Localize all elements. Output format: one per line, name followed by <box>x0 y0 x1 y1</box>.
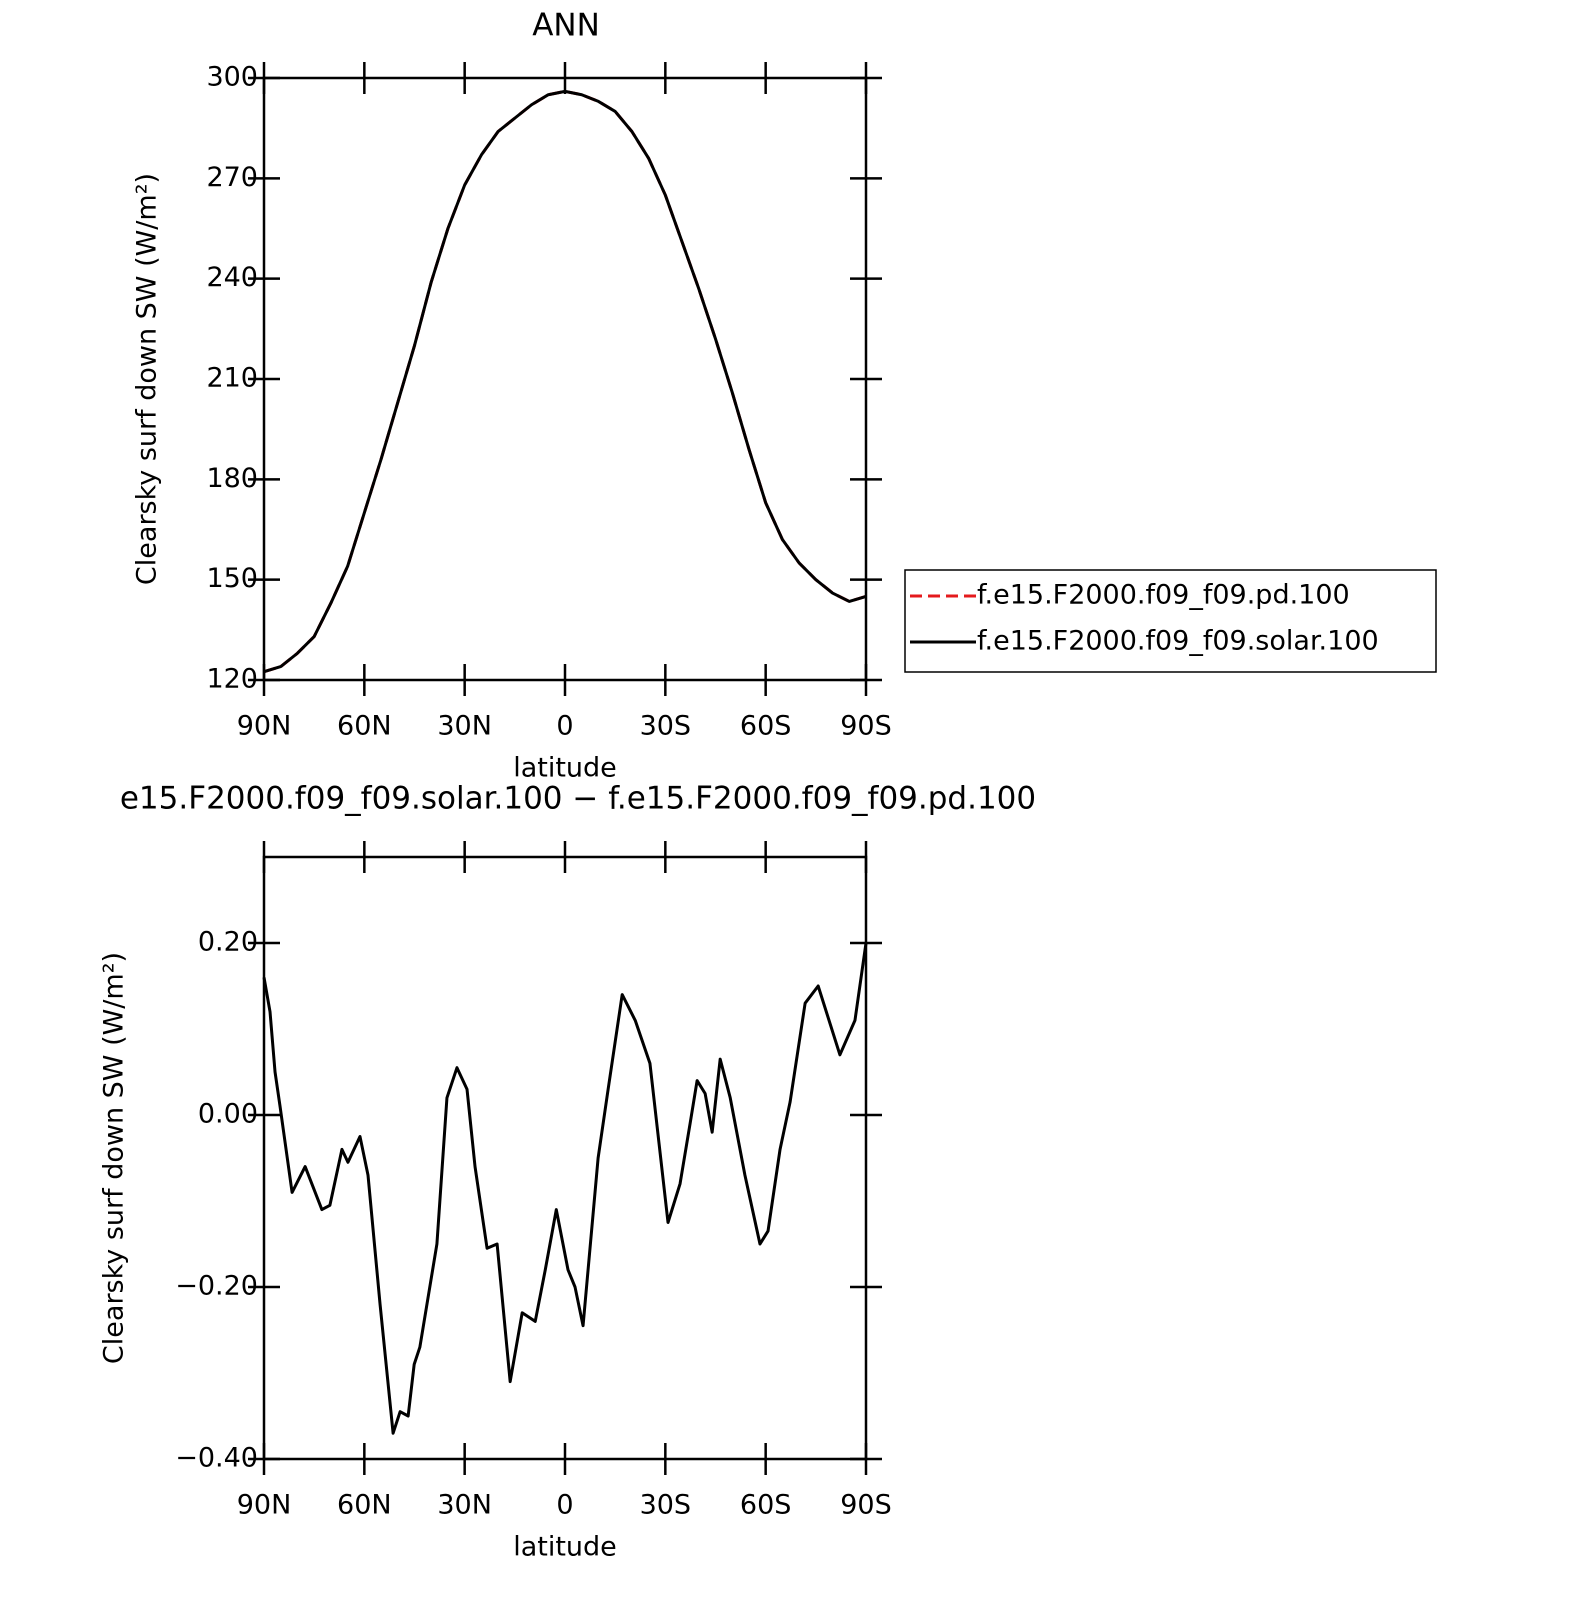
x-tick-label: 90S <box>840 1490 892 1521</box>
y-axis-label: Clearsky surf down SW (W/m²) <box>99 952 130 1364</box>
x-tick-label: 30S <box>640 1490 692 1521</box>
data-line <box>262 942 868 1435</box>
y-tick-label: 0.00 <box>198 1099 258 1130</box>
x-tick-label: 60N <box>337 1490 392 1521</box>
data-line <box>263 89 867 674</box>
legend-box <box>904 569 1437 673</box>
x-tick-label: 90N <box>237 1490 292 1521</box>
x-tick-label: 30S <box>640 711 692 742</box>
legend-label: f.e15.F2000.f09_f09.pd.100 <box>977 580 1350 611</box>
x-tick-label: 90N <box>237 711 292 742</box>
x-tick-label: 0 <box>556 711 573 742</box>
y-tick-label: −0.40 <box>175 1443 258 1474</box>
x-tick-label: 90S <box>840 711 892 742</box>
plot-frame <box>262 76 868 682</box>
x-tick-label: 60S <box>740 711 792 742</box>
data-line <box>263 89 867 674</box>
x-tick-label: 60S <box>740 1490 792 1521</box>
plot-frame <box>262 855 868 1461</box>
x-tick-label: 60N <box>337 711 392 742</box>
chart-title: ANN <box>532 8 600 44</box>
y-tick-label: 0.20 <box>198 927 258 958</box>
chart-title: e15.F2000.f09_f09.solar.100 − f.e15.F200… <box>120 781 1036 817</box>
legend-label: f.e15.F2000.f09_f09.solar.100 <box>977 626 1379 657</box>
x-tick-label: 30N <box>437 711 492 742</box>
x-axis-label: latitude <box>513 1532 617 1563</box>
x-tick-label: 0 <box>556 1490 573 1521</box>
y-tick-label: −0.20 <box>175 1271 258 1302</box>
x-axis-label: latitude <box>513 753 617 784</box>
x-tick-label: 30N <box>437 1490 492 1521</box>
y-axis-label: Clearsky surf down SW (W/m²) <box>132 173 163 585</box>
